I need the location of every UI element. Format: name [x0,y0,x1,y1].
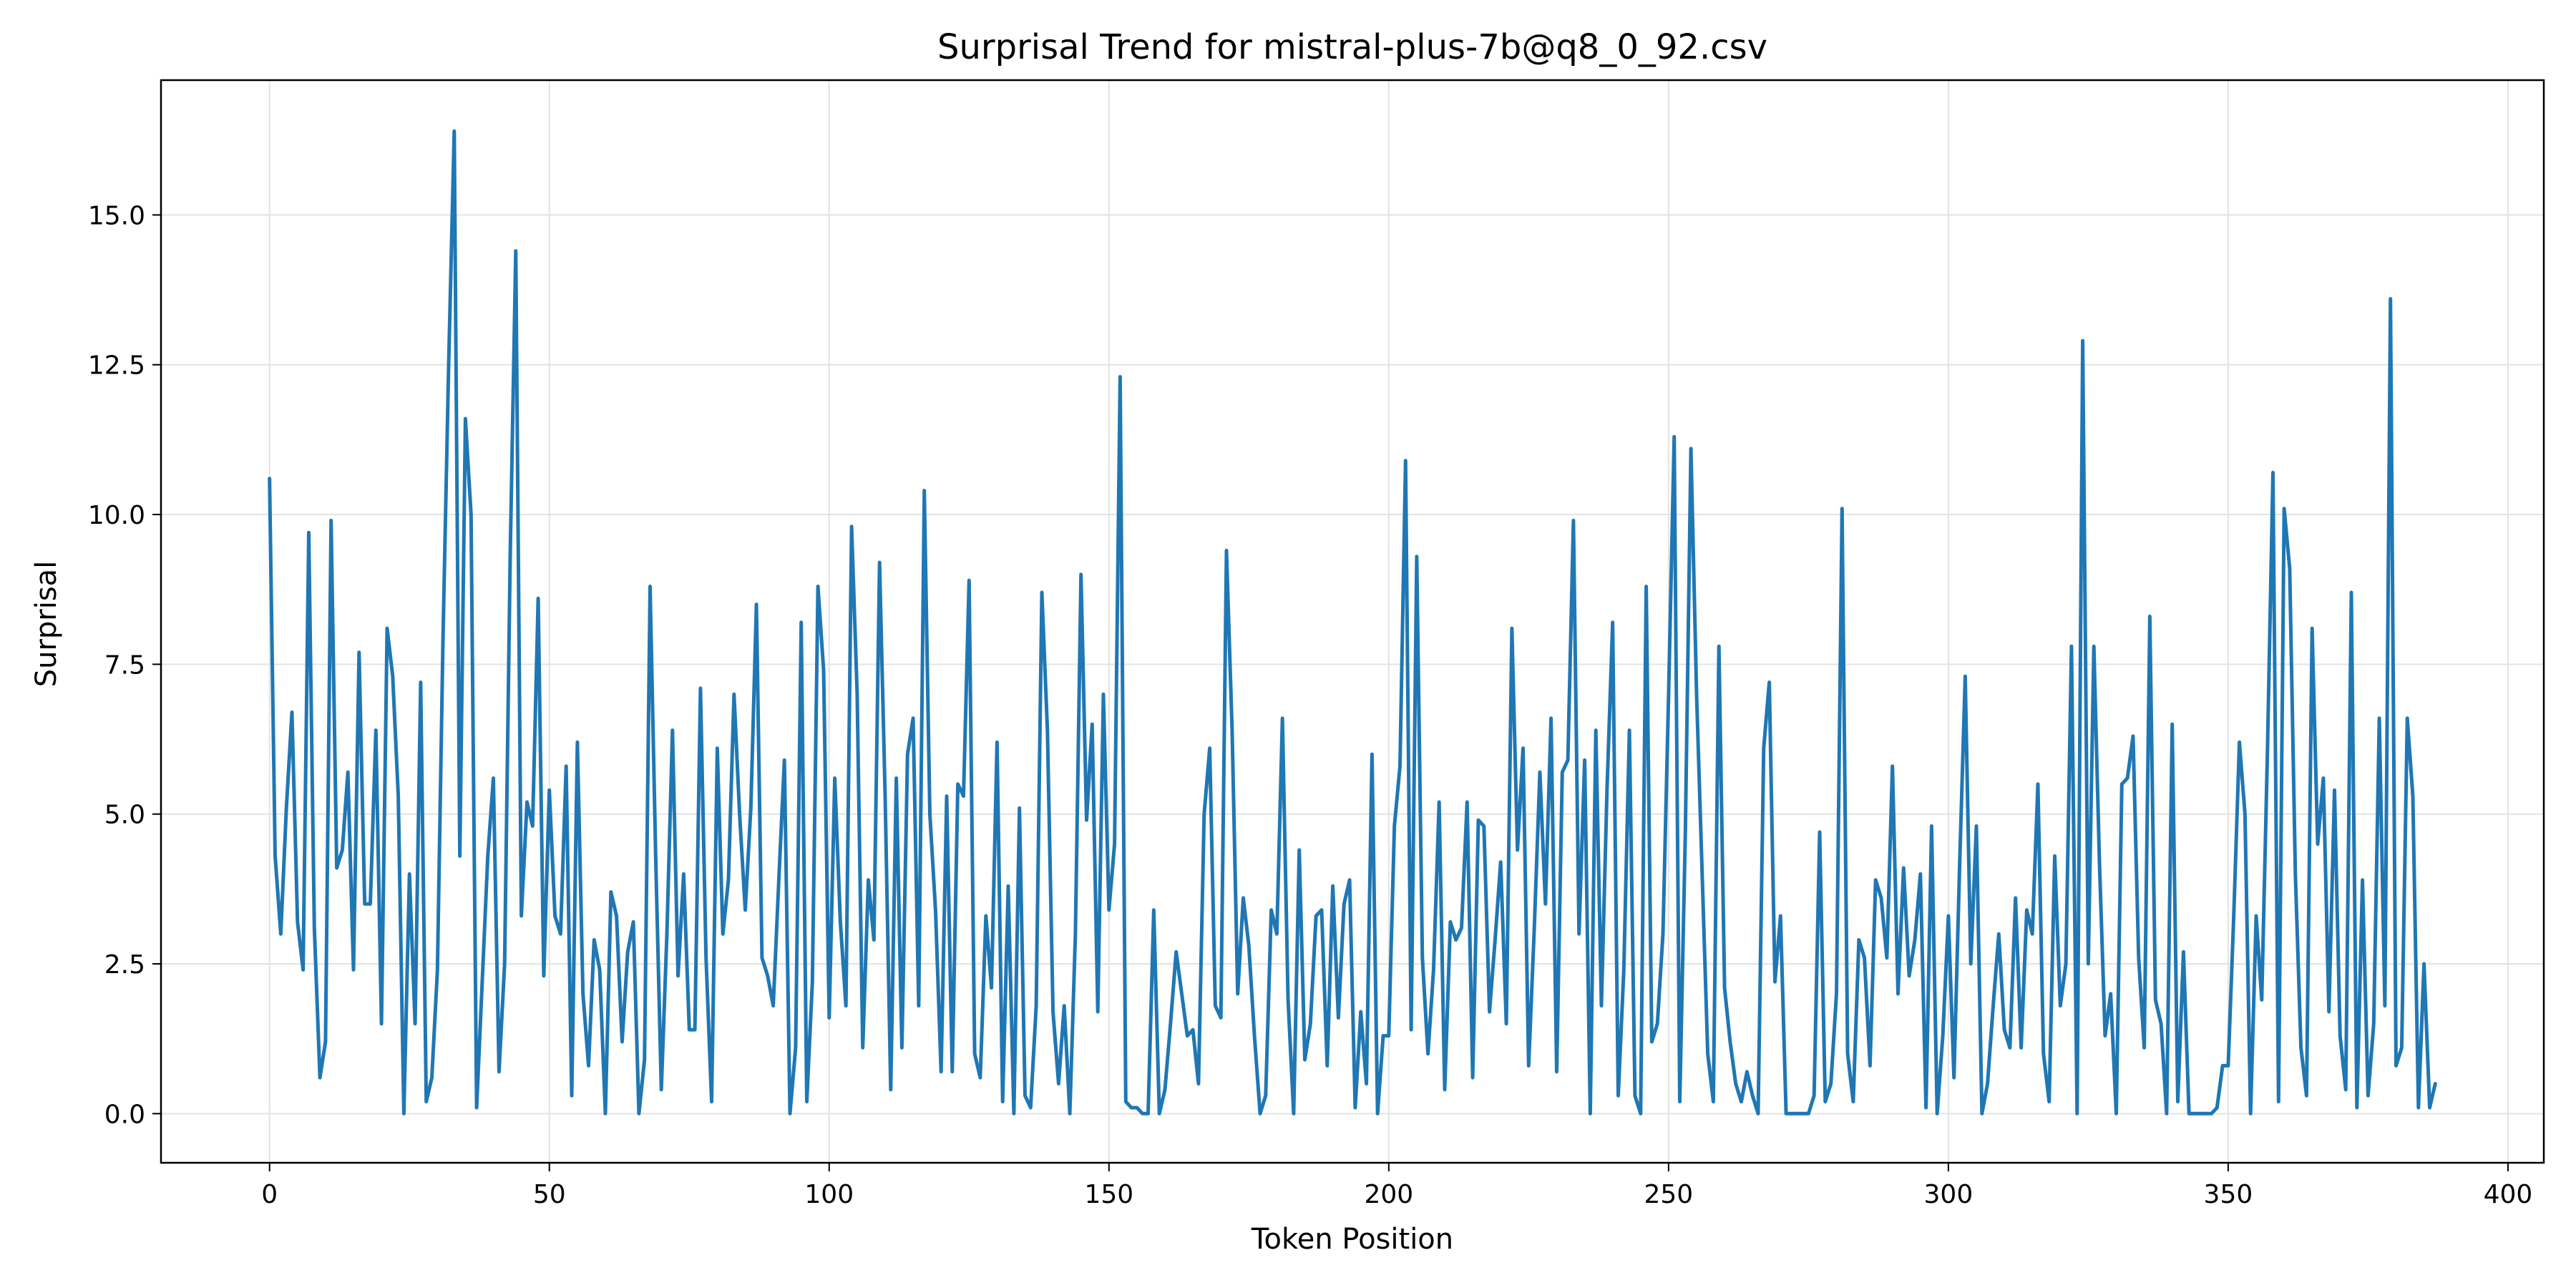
x-axis: 0 50 100 150 200 250 300 350 400 [261,1163,2532,1209]
y-axis-label: Surprisal [30,561,63,688]
y-tick-label: 5.0 [104,801,145,830]
y-tick-label: 15.0 [88,201,145,230]
y-tick-label: 10.0 [88,501,145,530]
y-tick-label: 12.5 [88,351,145,381]
y-tick-label: 7.5 [104,650,145,680]
x-tick-label: 350 [2204,1180,2253,1209]
x-tick-label: 200 [1364,1180,1413,1209]
y-axis: 0.0 2.5 5.0 7.5 10.0 12.5 15.0 [88,201,161,1129]
x-tick-label: 0 [261,1180,278,1209]
x-tick-label: 250 [1644,1180,1694,1209]
y-tick-label: 2.5 [104,950,145,980]
chart-title: Surprisal Trend for mistral-plus-7b@q8_0… [937,27,1767,67]
y-tick-label: 0.0 [104,1100,145,1129]
series-layer [268,129,2437,1116]
surprisal-series-line [268,129,2437,1116]
x-tick-label: 400 [2484,1180,2533,1209]
plot-frame [160,79,2545,1164]
x-tick-label: 100 [804,1180,854,1209]
x-tick-label: 50 [533,1180,566,1209]
x-tick-label: 150 [1084,1180,1133,1209]
x-tick-label: 300 [1924,1180,1974,1209]
x-axis-label: Token Position [1251,1223,1453,1256]
